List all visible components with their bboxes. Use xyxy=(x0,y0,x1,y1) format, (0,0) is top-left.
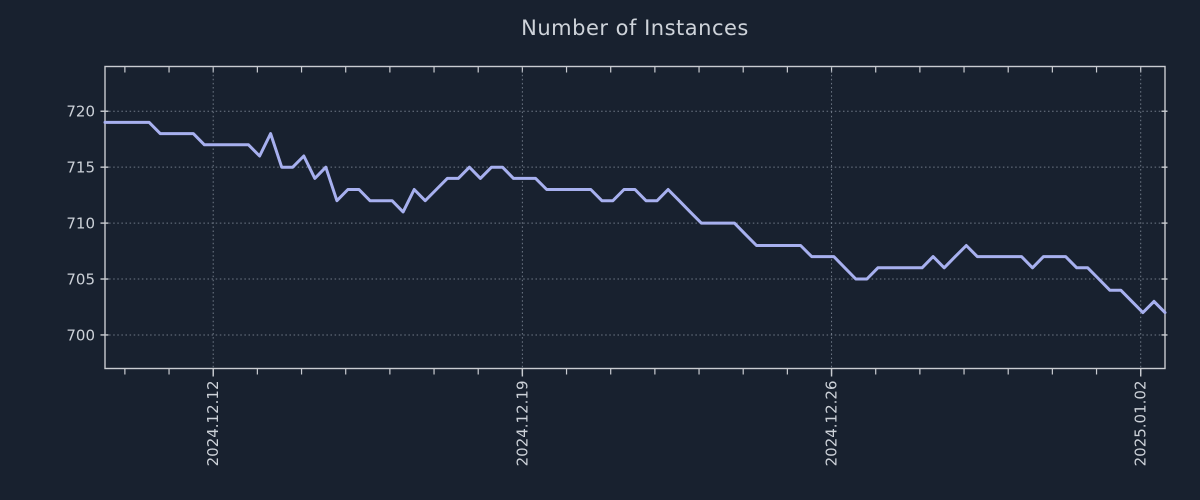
y-tick-label: 720 xyxy=(66,103,95,121)
y-tick-label: 715 xyxy=(66,159,95,177)
y-tick-label: 705 xyxy=(66,271,95,289)
x-tick-label: 2024.12.19 xyxy=(513,381,531,467)
chart-title: Number of Instances xyxy=(521,16,749,40)
data-line-instances xyxy=(103,120,1167,315)
x-tick-label: 2024.12.26 xyxy=(823,381,841,467)
x-tick-label: 2024.12.12 xyxy=(204,381,222,467)
plot-border xyxy=(104,65,1166,370)
y-tick-label: 700 xyxy=(66,326,95,344)
y-tick-label: 710 xyxy=(66,215,95,233)
x-tick-label: 2025.01.02 xyxy=(1132,381,1150,467)
